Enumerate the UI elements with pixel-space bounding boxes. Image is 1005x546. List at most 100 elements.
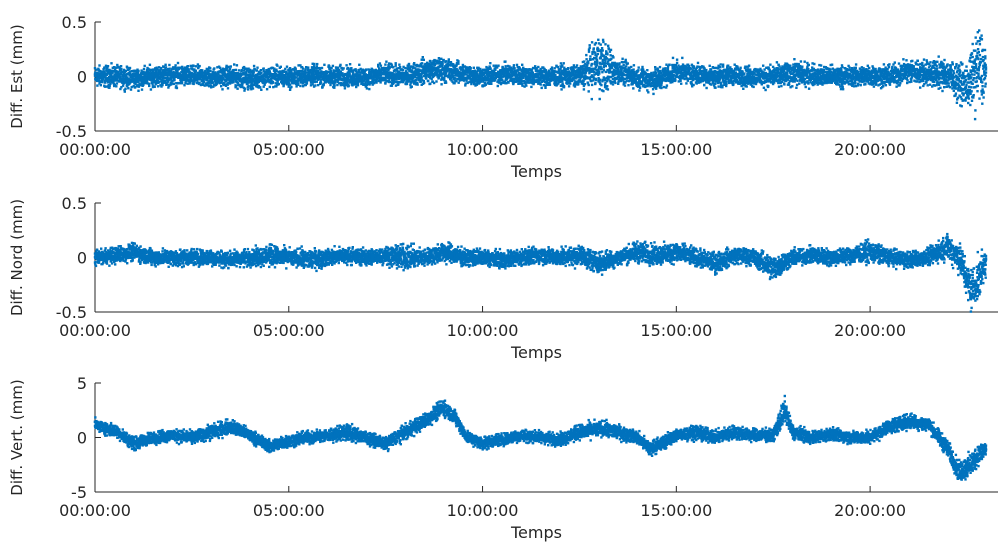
data-point bbox=[620, 66, 622, 68]
data-point bbox=[98, 64, 100, 66]
data-point bbox=[612, 56, 614, 58]
data-point bbox=[333, 84, 335, 86]
data-point bbox=[504, 60, 506, 62]
data-point bbox=[137, 70, 139, 72]
data-point bbox=[593, 47, 595, 49]
data-point bbox=[193, 83, 195, 85]
data-point bbox=[660, 87, 662, 89]
data-point bbox=[149, 64, 151, 66]
data-point bbox=[357, 84, 359, 86]
data-point bbox=[497, 85, 499, 87]
x-tick-label: 10:00:00 bbox=[447, 140, 519, 159]
data-point bbox=[537, 66, 539, 68]
data-point bbox=[445, 60, 447, 62]
data-point bbox=[195, 65, 197, 67]
data-point bbox=[490, 83, 492, 85]
data-point bbox=[316, 65, 318, 67]
data-point bbox=[235, 85, 237, 87]
data-point bbox=[585, 54, 587, 56]
data-point bbox=[600, 57, 602, 59]
data-point bbox=[589, 55, 591, 57]
data-point bbox=[209, 67, 211, 69]
data-point bbox=[448, 58, 450, 60]
data-point bbox=[602, 49, 604, 51]
data-point bbox=[297, 83, 299, 85]
data-point bbox=[260, 72, 262, 74]
data-point bbox=[614, 62, 616, 64]
data-point bbox=[402, 69, 404, 71]
data-point bbox=[606, 53, 608, 55]
x-axis-label: Temps bbox=[510, 162, 562, 181]
data-point bbox=[116, 82, 118, 84]
data-point bbox=[441, 63, 443, 65]
data-series bbox=[94, 29, 987, 120]
data-point bbox=[594, 82, 596, 84]
data-point bbox=[221, 88, 223, 90]
data-point bbox=[406, 83, 408, 85]
data-point bbox=[302, 67, 304, 69]
data-point bbox=[232, 81, 234, 83]
data-point bbox=[120, 68, 122, 70]
data-point bbox=[230, 65, 232, 67]
data-point bbox=[632, 87, 634, 89]
data-point bbox=[422, 56, 424, 58]
data-point bbox=[229, 68, 231, 70]
data-point bbox=[173, 83, 175, 85]
data-point bbox=[560, 62, 562, 64]
data-point bbox=[280, 66, 282, 68]
data-point bbox=[632, 68, 634, 70]
data-point bbox=[399, 66, 401, 68]
data-point bbox=[100, 84, 102, 86]
data-point bbox=[252, 87, 254, 89]
data-point bbox=[183, 84, 185, 86]
data-point bbox=[625, 59, 627, 61]
data-point bbox=[583, 60, 585, 62]
data-point bbox=[452, 75, 454, 77]
data-point bbox=[567, 67, 569, 69]
data-point bbox=[260, 69, 262, 71]
data-point bbox=[599, 98, 601, 100]
data-point bbox=[646, 69, 648, 71]
data-point bbox=[563, 67, 565, 69]
data-point bbox=[513, 67, 515, 69]
data-point bbox=[152, 68, 154, 70]
data-point bbox=[445, 82, 447, 84]
data-point bbox=[652, 93, 654, 95]
data-point bbox=[610, 49, 612, 51]
data-point bbox=[332, 65, 334, 67]
data-point bbox=[597, 53, 599, 55]
data-point bbox=[457, 63, 459, 65]
data-point bbox=[494, 69, 496, 71]
data-point bbox=[595, 55, 597, 57]
data-point bbox=[355, 69, 357, 71]
data-point bbox=[458, 82, 460, 84]
data-point bbox=[604, 43, 606, 45]
data-point bbox=[130, 88, 132, 90]
data-point bbox=[219, 67, 221, 69]
data-point bbox=[573, 64, 575, 66]
data-point bbox=[602, 90, 604, 92]
data-point bbox=[591, 41, 593, 43]
data-point bbox=[289, 84, 291, 86]
data-point bbox=[551, 66, 553, 68]
data-point bbox=[124, 90, 126, 92]
data-point bbox=[124, 88, 126, 90]
data-point bbox=[589, 44, 591, 46]
y-tick-label: 0.5 bbox=[62, 13, 87, 32]
data-point bbox=[365, 68, 367, 70]
data-point bbox=[187, 65, 189, 67]
data-point bbox=[599, 79, 601, 81]
data-point bbox=[384, 82, 386, 84]
data-point bbox=[323, 64, 325, 66]
data-point bbox=[333, 87, 335, 89]
data-point bbox=[278, 83, 280, 85]
data-point bbox=[389, 66, 391, 68]
data-point bbox=[443, 59, 445, 61]
data-point bbox=[587, 60, 589, 62]
data-point bbox=[352, 72, 354, 74]
data-point bbox=[316, 63, 318, 65]
data-point bbox=[161, 84, 163, 86]
data-point bbox=[379, 81, 381, 83]
data-point bbox=[312, 83, 314, 85]
data-point bbox=[126, 66, 128, 68]
